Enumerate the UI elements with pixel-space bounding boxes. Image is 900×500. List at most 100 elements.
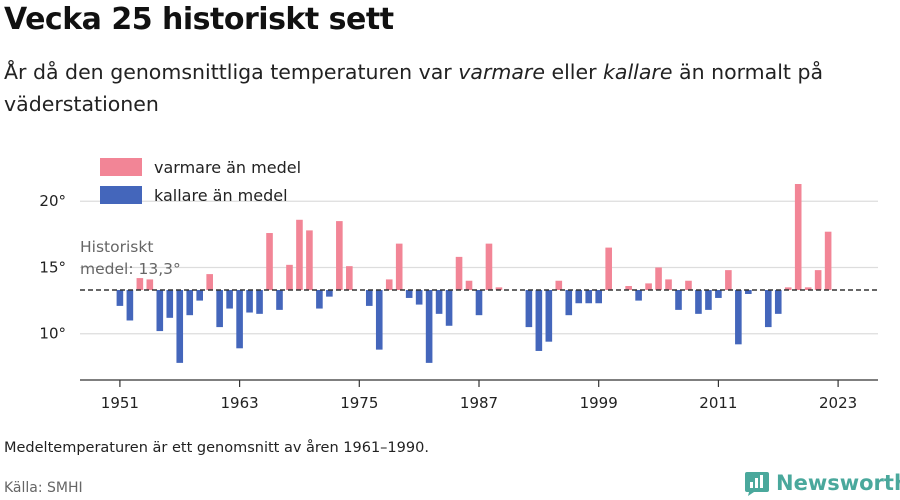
bar-cold [445, 290, 453, 326]
bar-cold [246, 290, 253, 313]
bar-cold [116, 290, 124, 306]
baseline-group: Historiskt medel: 13,3° [80, 238, 878, 291]
bar-warm [485, 243, 493, 291]
subtitle-part-2: eller [544, 60, 604, 84]
baseline-label-line1: Historiskt [80, 238, 153, 256]
bar-warm [266, 233, 273, 290]
bar-warm [306, 230, 313, 291]
y-tick-label: 20° [39, 192, 66, 210]
bar-cold [256, 290, 263, 314]
x-tick-label: 2011 [699, 394, 737, 412]
x-tick-label: 1963 [221, 394, 259, 412]
bar-cold [415, 290, 423, 305]
bar-cold [675, 290, 682, 310]
bar-cold [745, 290, 752, 294]
subtitle-cold-word: kallare [603, 60, 673, 84]
y-axis: 10° 15° 20° [39, 192, 66, 343]
bar-warm [645, 283, 652, 291]
bar-warm [804, 287, 812, 290]
bar-chart: 10° 15° 20° 1951 1963 1975 1987 1999 2011 2023 v… [39, 158, 878, 412]
bar-warm [336, 221, 343, 290]
source: Källa: SMHI [4, 480, 83, 496]
bar-cold [425, 290, 433, 363]
bar-warm [495, 287, 503, 290]
bar-warm [136, 278, 144, 290]
bar-warm [206, 274, 213, 290]
bar-cold [525, 290, 533, 328]
legend-swatch-warm [100, 158, 142, 176]
bar-cold [535, 290, 543, 351]
grid-lines [80, 200, 878, 335]
bar-warm [455, 256, 463, 291]
bar-cold [475, 290, 483, 316]
bar-warm [555, 280, 563, 290]
subtitle-warm-word: varmare [458, 60, 545, 84]
legend-label-cold: kallare än medel [154, 186, 288, 205]
x-tick-label: 1999 [580, 394, 618, 412]
bar-warm [665, 279, 672, 290]
chart-title: Vecka 25 historiskt sett [4, 2, 394, 37]
bar-cold [695, 290, 702, 314]
x-tick-label: 1987 [460, 394, 498, 412]
chart-subtitle: År då den genomsnittliga temperaturen va… [4, 56, 864, 120]
bar-warm [625, 286, 632, 290]
subtitle-part-3: än normalt på väderstationen [4, 60, 824, 116]
bar-warm [784, 287, 792, 290]
bar-cold [176, 290, 184, 363]
bar-warm [655, 267, 662, 290]
bar-warm [385, 279, 393, 290]
bar-warm [296, 219, 303, 290]
bar-cold [585, 290, 593, 304]
bar-cold [575, 290, 583, 304]
bar-cold [365, 290, 373, 306]
newsworthy-logo-icon [745, 472, 769, 496]
x-axis: 1951 1963 1975 1987 1999 2011 2023 [80, 379, 878, 412]
bar-warm [395, 243, 403, 291]
bar-cold [276, 290, 283, 310]
bar-warm [286, 264, 293, 290]
bar-warm [725, 270, 732, 291]
bar-cold [435, 290, 443, 314]
bar-cold [166, 290, 174, 318]
bar-cold [774, 290, 782, 314]
bar-cold [635, 290, 642, 301]
bar-cold [565, 290, 573, 316]
bar-cold [375, 290, 383, 350]
bar-warm [346, 266, 353, 290]
legend-label-warm: varmare än medel [154, 158, 301, 177]
y-tick-label: 15° [39, 258, 66, 276]
x-tick-label: 1951 [101, 394, 139, 412]
bar-cold [196, 290, 203, 301]
bar-cold [595, 290, 602, 304]
x-tick-label: 2023 [819, 394, 857, 412]
bar-warm [685, 280, 692, 290]
bar-cold [216, 290, 223, 328]
bar-warm [824, 231, 832, 290]
bars [116, 184, 832, 363]
bar-cold [156, 290, 164, 332]
bar-warm [605, 247, 612, 290]
brand-name: Newsworthy [776, 471, 900, 495]
bar-cold [715, 290, 722, 298]
bar-cold [236, 290, 243, 349]
bar-cold [735, 290, 742, 345]
legend-swatch-cold [100, 186, 142, 204]
bar-cold [126, 290, 134, 321]
brand-logo: Newsworthy [744, 468, 900, 498]
bar-cold [326, 290, 333, 297]
baseline-label-line2: medel: 13,3° [80, 260, 181, 278]
bar-warm [794, 184, 802, 290]
bar-cold [186, 290, 194, 316]
subtitle-part-1: År då den genomsnittliga temperaturen va… [4, 60, 459, 84]
x-tick-label: 1975 [340, 394, 378, 412]
footnote: Medeltemperaturen är ett genomsnitt av å… [4, 440, 429, 456]
bar-cold [316, 290, 323, 309]
legend: varmare än medel kallare än medel [100, 158, 301, 205]
bar-warm [465, 280, 473, 290]
y-tick-label: 10° [39, 325, 66, 343]
bar-cold [405, 290, 413, 298]
bar-cold [545, 290, 553, 342]
bar-cold [764, 290, 772, 328]
bar-cold [705, 290, 712, 310]
bar-warm [814, 270, 822, 291]
